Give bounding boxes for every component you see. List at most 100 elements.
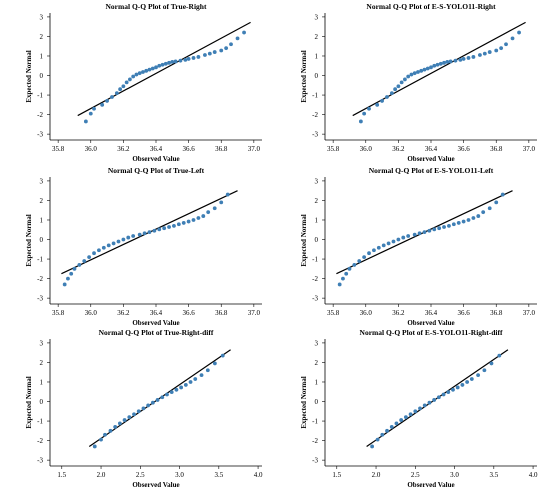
data-point bbox=[212, 50, 217, 54]
data-point bbox=[126, 235, 131, 240]
data-point bbox=[367, 251, 371, 256]
data-point bbox=[412, 71, 417, 76]
data-point bbox=[191, 56, 196, 60]
data-point bbox=[446, 390, 451, 395]
x-tick-label: 35.8 bbox=[52, 145, 65, 153]
y-tick-label: -3 bbox=[37, 131, 43, 139]
data-point bbox=[344, 271, 349, 276]
data-point bbox=[341, 276, 345, 281]
data-point bbox=[357, 259, 362, 263]
x-tick-label: 1.5 bbox=[332, 471, 341, 479]
data-point bbox=[170, 59, 175, 64]
data-point bbox=[401, 235, 406, 240]
data-point bbox=[393, 87, 398, 92]
y-tick-label: -1 bbox=[312, 418, 318, 426]
data-point bbox=[141, 406, 146, 411]
data-point bbox=[127, 415, 132, 420]
data-point bbox=[412, 232, 417, 237]
data-point bbox=[100, 102, 105, 107]
y-tick-label: -1 bbox=[312, 256, 318, 264]
x-tick-label: 35.8 bbox=[327, 309, 340, 317]
data-point bbox=[489, 361, 494, 366]
data-point bbox=[137, 232, 142, 237]
data-point bbox=[347, 266, 352, 271]
data-point bbox=[413, 409, 418, 414]
data-point bbox=[419, 68, 424, 73]
data-point bbox=[451, 222, 456, 227]
data-point bbox=[142, 231, 147, 236]
y-tick-label: 2 bbox=[315, 33, 319, 41]
data-point bbox=[442, 60, 446, 65]
reference-line bbox=[88, 349, 231, 447]
data-point bbox=[111, 241, 116, 246]
data-point bbox=[106, 243, 111, 248]
data-point bbox=[476, 214, 481, 218]
data-point bbox=[118, 87, 123, 92]
data-point bbox=[128, 77, 132, 82]
y-tick-label: -2 bbox=[37, 437, 43, 445]
data-point bbox=[157, 227, 162, 232]
x-axis-label: Observed Value bbox=[407, 155, 454, 163]
data-point bbox=[136, 409, 141, 414]
data-point bbox=[183, 57, 188, 62]
y-tick-label: -1 bbox=[37, 418, 43, 426]
data-point bbox=[113, 425, 118, 429]
x-tick-label: 36.2 bbox=[392, 145, 405, 153]
data-point bbox=[219, 48, 224, 53]
data-point bbox=[131, 234, 136, 238]
data-point bbox=[408, 412, 413, 417]
data-point bbox=[437, 226, 442, 231]
data-point bbox=[212, 206, 217, 211]
data-point bbox=[481, 210, 486, 215]
data-point bbox=[66, 276, 70, 281]
data-point bbox=[447, 223, 451, 228]
data-point bbox=[504, 42, 508, 47]
data-point bbox=[337, 282, 342, 287]
data-point bbox=[72, 266, 77, 271]
plot-title: Normal Q-Q Plot of E-S-YOLO11-Left bbox=[369, 166, 494, 175]
y-tick-label: -3 bbox=[312, 457, 318, 465]
x-tick-label: 3.0 bbox=[175, 471, 184, 479]
data-point bbox=[131, 74, 136, 79]
data-point bbox=[453, 58, 458, 63]
data-point bbox=[154, 65, 158, 70]
data-point bbox=[235, 36, 240, 41]
qq-plot-svg: Normal Q-Q Plot of True-Left 35.8 36.0 36.2… bbox=[25, 166, 262, 327]
data-point bbox=[144, 68, 149, 73]
data-point bbox=[451, 387, 455, 392]
x-tick-label: 35.8 bbox=[327, 145, 340, 153]
x-tick-label: 36.0 bbox=[360, 145, 373, 153]
data-point bbox=[92, 444, 97, 449]
y-tick-label: 3 bbox=[315, 13, 319, 21]
data-point bbox=[465, 380, 470, 384]
y-tick-label: 0 bbox=[40, 398, 44, 406]
data-point bbox=[432, 227, 437, 232]
plot-title: Normal Q-Q Plot of E-S-YOLO11-Right bbox=[366, 2, 496, 11]
data-point bbox=[116, 239, 121, 244]
x-tick-label: 36.4 bbox=[425, 145, 438, 153]
data-point bbox=[416, 70, 420, 74]
data-point bbox=[183, 383, 188, 387]
data-point bbox=[117, 421, 122, 426]
y-axis-label: Expected Normal bbox=[300, 376, 308, 428]
y-tick-label: -1 bbox=[37, 256, 43, 264]
data-point bbox=[242, 30, 246, 35]
data-point bbox=[196, 216, 201, 220]
x-tick-label: 36.8 bbox=[215, 145, 228, 153]
data-point bbox=[165, 392, 169, 397]
data-point bbox=[181, 221, 186, 225]
x-tick-label: 36.2 bbox=[392, 309, 405, 317]
data-point bbox=[441, 392, 446, 397]
data-point bbox=[155, 398, 160, 402]
data-point bbox=[97, 248, 101, 253]
data-point bbox=[494, 48, 499, 53]
data-point bbox=[169, 390, 174, 395]
data-point bbox=[196, 55, 201, 59]
data-point bbox=[162, 226, 167, 231]
data-point bbox=[418, 406, 422, 411]
data-point bbox=[389, 91, 394, 96]
qq-panel-1: Normal Q-Q Plot of True-Right 35.8 36.0 36.… bbox=[0, 0, 275, 163]
data-point bbox=[179, 385, 184, 390]
y-tick-label: -3 bbox=[37, 457, 43, 465]
